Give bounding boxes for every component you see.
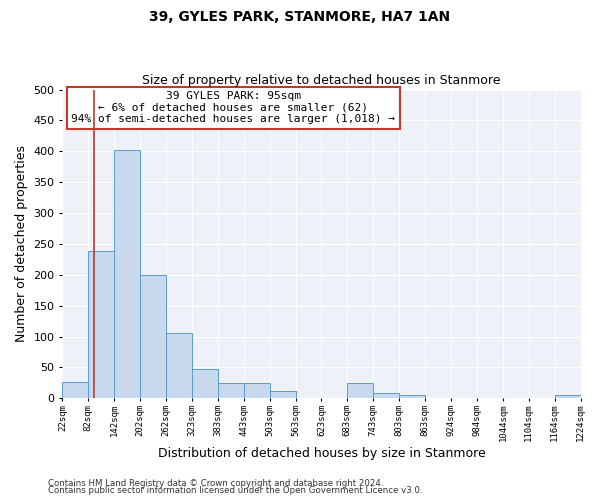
Bar [114, 150, 140, 398]
Bar [244, 383, 269, 398]
Y-axis label: Number of detached properties: Number of detached properties [15, 146, 28, 342]
Bar [192, 368, 218, 398]
Bar [373, 392, 399, 398]
Text: Contains HM Land Registry data © Crown copyright and database right 2024.: Contains HM Land Registry data © Crown c… [48, 478, 383, 488]
Text: 39 GYLES PARK: 95sqm
← 6% of detached houses are smaller (62)
94% of semi-detach: 39 GYLES PARK: 95sqm ← 6% of detached ho… [71, 91, 395, 124]
Bar [62, 382, 88, 398]
Bar [218, 383, 244, 398]
Bar [166, 334, 192, 398]
Title: Size of property relative to detached houses in Stanmore: Size of property relative to detached ho… [142, 74, 500, 87]
Bar [399, 395, 425, 398]
Text: Contains public sector information licensed under the Open Government Licence v3: Contains public sector information licen… [48, 486, 422, 495]
Text: 39, GYLES PARK, STANMORE, HA7 1AN: 39, GYLES PARK, STANMORE, HA7 1AN [149, 10, 451, 24]
X-axis label: Distribution of detached houses by size in Stanmore: Distribution of detached houses by size … [158, 447, 485, 460]
Bar [347, 383, 373, 398]
Bar [88, 252, 114, 398]
Bar [269, 391, 296, 398]
Bar [140, 276, 166, 398]
Bar [554, 395, 581, 398]
